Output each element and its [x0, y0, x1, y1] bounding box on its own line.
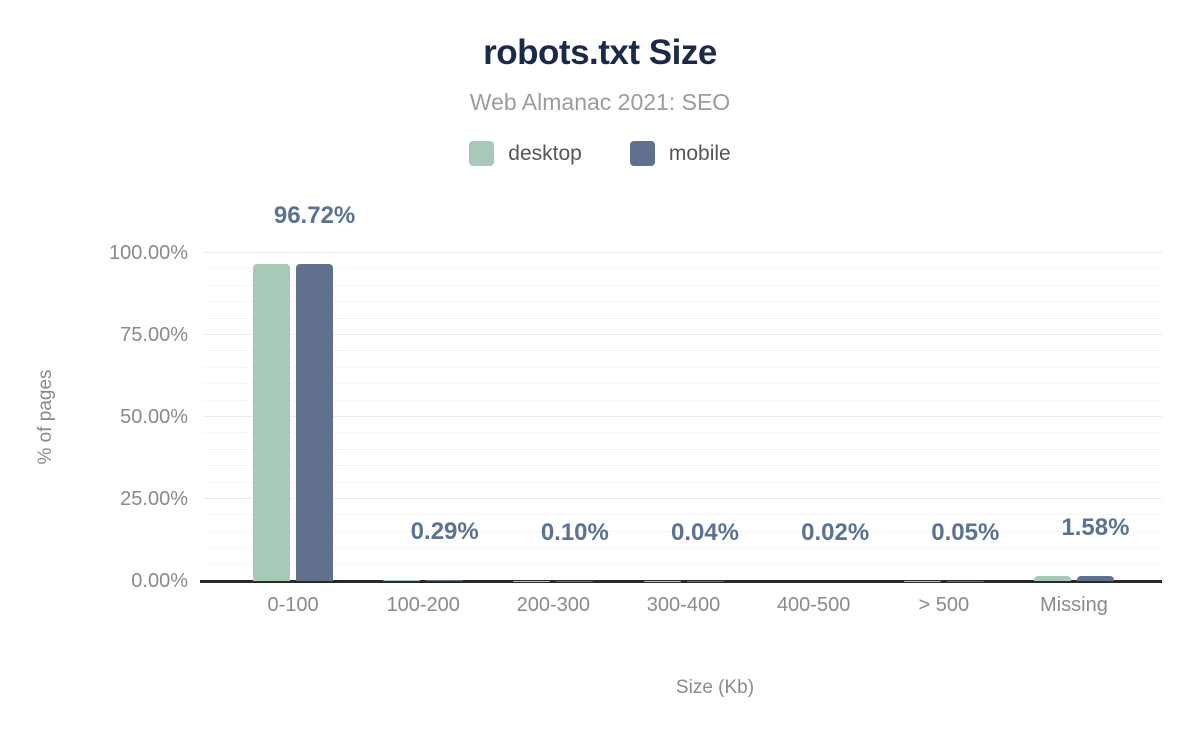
x-tick-label: 0-100	[267, 594, 319, 616]
gridline-90	[204, 284, 1162, 286]
data-label->500: 0.05%	[931, 518, 1000, 546]
y-tick-label: 75.00%	[120, 324, 188, 346]
gridline-45	[204, 432, 1162, 434]
x-tick-label: 200-300	[516, 594, 591, 616]
chart-title: robots.txt Size	[483, 33, 717, 72]
y-tick-label: 25.00%	[120, 488, 188, 510]
gridline-100	[204, 252, 1162, 253]
gridline-75	[204, 334, 1162, 335]
gridline-80	[204, 317, 1162, 319]
gridline-40	[204, 448, 1162, 450]
gridline-55	[204, 399, 1162, 401]
gridline-5	[204, 563, 1162, 565]
legend-label-mobile: mobile	[668, 141, 731, 165]
bar-desktop-100-200	[383, 580, 421, 581]
data-label-200-300: 0.10%	[540, 518, 609, 546]
gridline-85	[204, 301, 1162, 303]
y-tick-label: 50.00%	[120, 406, 188, 428]
bar-desktop-Missing	[1033, 575, 1071, 581]
data-label-Missing: 1.58%	[1061, 513, 1130, 541]
gridline-20	[204, 514, 1162, 516]
data-label-0-100: 96.72%	[273, 201, 356, 229]
data-label-100-200: 0.29%	[410, 518, 479, 546]
desktop-series-swatch-icon	[469, 141, 495, 166]
gridline-70	[204, 350, 1162, 352]
x-tick-label: 100-200	[386, 594, 460, 616]
bar-mobile-0-100	[296, 263, 334, 581]
y-tick-label: 0.00%	[131, 570, 188, 592]
gridline-10	[204, 547, 1162, 549]
gridline-95	[204, 268, 1162, 270]
gridline-30	[204, 481, 1162, 483]
gridline-65	[204, 366, 1162, 368]
legend: desktop mobile	[0, 141, 1200, 166]
x-tick-label: 400-500	[776, 594, 851, 616]
gridline-15	[204, 530, 1162, 532]
legend-item-desktop[interactable]: desktop	[469, 141, 582, 166]
data-label-400-500: 0.02%	[801, 518, 870, 546]
bar-mobile-Missing	[1076, 575, 1114, 581]
gridline-50	[204, 416, 1162, 417]
legend-label-desktop: desktop	[508, 141, 582, 165]
chart-subtitle: Web Almanac 2021: SEO	[469, 89, 731, 115]
mobile-series-swatch-icon	[629, 141, 655, 166]
gridline-35	[204, 465, 1162, 467]
y-tick-label: 100.00%	[109, 242, 188, 264]
data-label-300-400: 0.04%	[670, 518, 740, 546]
gridline-25	[204, 498, 1162, 499]
y-axis-title: % of pages	[35, 369, 56, 465]
x-tick-label: Missing	[1040, 594, 1108, 616]
x-tick-label: > 500	[918, 594, 970, 616]
x-tick-label: 300-400	[646, 594, 721, 616]
legend-item-mobile[interactable]: mobile	[629, 141, 731, 166]
x-axis-line	[200, 580, 1162, 583]
bar-desktop-0-100	[253, 263, 291, 581]
plot-area: 100.00% 75.00% 50.00% 25.00% 0.00% 96.72% 0-10…	[109, 202, 1162, 616]
bar-mobile-100-200	[426, 580, 464, 581]
x-axis-title: Size (Kb)	[675, 677, 755, 698]
gridline-60	[204, 383, 1162, 385]
